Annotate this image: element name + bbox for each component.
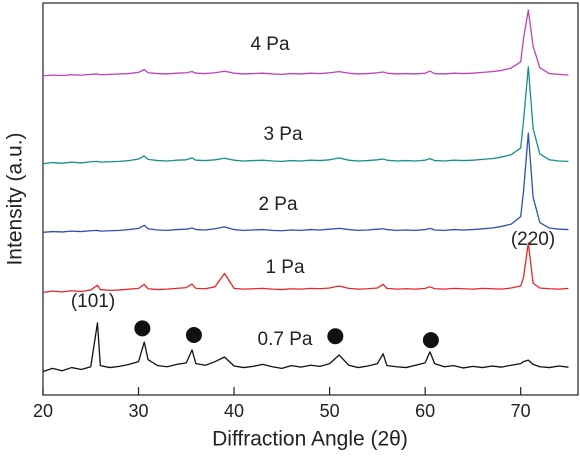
phase-marker bbox=[327, 328, 344, 345]
x-tick-label: 50 bbox=[320, 401, 340, 421]
phase-marker bbox=[134, 320, 151, 337]
x-tick-label: 20 bbox=[33, 401, 53, 421]
phase-marker bbox=[185, 327, 202, 344]
x-tick-label: 60 bbox=[415, 401, 435, 421]
series-line bbox=[42, 66, 569, 165]
plot-frame bbox=[42, 2, 579, 396]
series-label: 0.7 Pa bbox=[258, 329, 313, 350]
y-axis-title: Intensity (a.u.) bbox=[4, 132, 27, 265]
x-tick-label: 70 bbox=[511, 401, 531, 421]
series-line bbox=[42, 322, 569, 373]
x-tick-label: 30 bbox=[129, 401, 149, 421]
series-label: 4 Pa bbox=[250, 34, 290, 55]
series-line bbox=[42, 132, 569, 233]
peak-annotation: (220) bbox=[511, 229, 555, 250]
series-label: 3 Pa bbox=[263, 124, 303, 145]
series-label: 2 Pa bbox=[258, 194, 298, 215]
x-axis-title: Diffraction Angle (2θ) bbox=[212, 428, 408, 451]
series-line bbox=[42, 242, 569, 293]
peak-annotation: (101) bbox=[71, 291, 115, 312]
series-line bbox=[42, 9, 569, 77]
series-label: 1 Pa bbox=[265, 257, 305, 278]
phase-marker bbox=[422, 332, 439, 349]
x-tick-label: 40 bbox=[224, 401, 244, 421]
